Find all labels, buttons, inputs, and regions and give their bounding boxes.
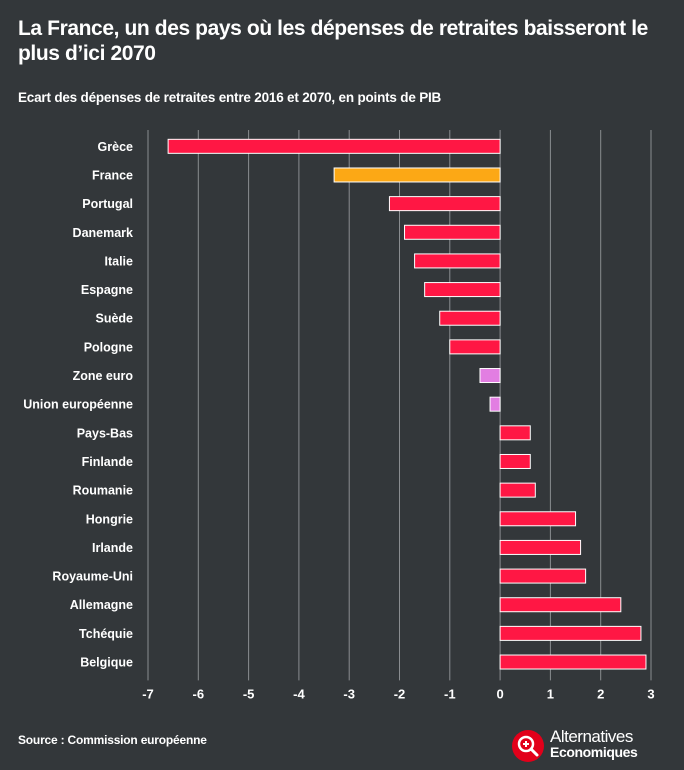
category-label: France [92,168,133,182]
category-label: Irlande [92,541,133,555]
category-label: Grèce [98,140,133,154]
bars [167,138,647,670]
bar [499,482,536,498]
category-label: Suède [95,312,133,326]
category-label: Royaume-Uni [52,570,133,584]
magnifier-icon [512,730,544,762]
category-label: Allemagne [70,598,133,612]
x-tick-label: -3 [343,686,355,701]
x-tick-label: -4 [293,686,305,701]
bar [388,196,501,212]
bar [333,167,501,183]
chart-title: La France, un des pays où les dépenses d… [18,17,648,65]
category-label: Danemark [73,226,133,240]
category-label: Italie [105,254,134,268]
x-tick-label: 1 [547,686,554,701]
category-label: Portugal [82,197,133,211]
bar [499,425,531,441]
bar [424,282,501,298]
bar [404,224,501,240]
publisher-logo: Alternatives Economiques [512,727,672,762]
x-axis-tick-labels: -7 -6 -5 -4 -3 -2 -1 0 1 2 3 [142,686,654,701]
bar [499,654,647,670]
x-tick-label: -1 [444,686,456,701]
bar [499,539,582,555]
bar [499,568,587,584]
bar [499,597,622,613]
category-label: Finlande [82,455,133,469]
x-tick-label: -7 [142,686,154,701]
bar [167,138,501,154]
category-label: Pologne [84,340,133,354]
category-labels: Grèce France Portugal Danemark Italie Espagne… [23,140,133,670]
bar-chart: Grèce France Portugal Danemark Italie Espagne… [23,130,655,701]
bar [414,253,501,269]
bar [489,396,501,412]
category-label: Roumanie [73,484,133,498]
x-tick-label: 3 [647,686,654,701]
source-note: Source : Commission européenne [18,733,207,747]
category-label: Hongrie [86,512,133,526]
x-tick-label: 0 [496,686,503,701]
category-label: Zone euro [73,369,134,383]
x-tick-label: -2 [394,686,406,701]
x-tick-label: -6 [193,686,205,701]
x-tick-label: 2 [597,686,604,701]
category-label: Espagne [81,283,133,297]
chart-subtitle: Ecart des dépenses de retraites entre 20… [18,90,442,105]
category-label: Tchéquie [79,627,133,641]
category-label: Union européenne [23,398,133,412]
bar [499,625,642,641]
logo-text-line1: Alternatives [550,727,633,746]
bar [479,368,501,384]
category-label: Pays-Bas [77,426,133,440]
logo-text-line2: Economiques [550,744,638,760]
bar [499,453,531,469]
bar [499,511,577,527]
bar [439,310,501,326]
category-label: Belgique [80,656,133,670]
x-tick-label: -5 [243,686,255,701]
bar [449,339,501,355]
